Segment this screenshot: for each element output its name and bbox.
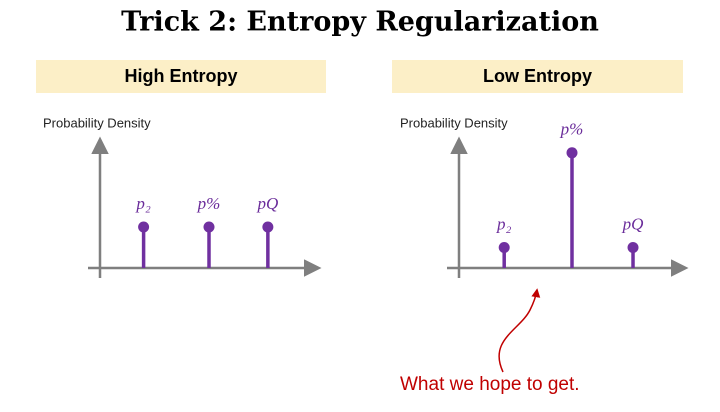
chart-title: Low Entropy <box>483 66 592 86</box>
stem-head <box>566 147 578 159</box>
stem-head <box>627 242 639 254</box>
y-axis-label: Probability Density <box>43 115 151 130</box>
category-label: pQ <box>256 194 278 213</box>
subtitle-box <box>392 60 683 93</box>
y-axis-label: Probability Density <box>400 115 508 130</box>
stem-head <box>138 221 150 233</box>
category-label: p₂ <box>135 194 151 213</box>
category-label: pQ <box>622 214 644 233</box>
category-label: p₂ <box>496 214 512 233</box>
stem-head <box>203 221 215 233</box>
slide-title: Trick 2: Entropy Regularization <box>121 7 599 38</box>
category-label: p% <box>560 120 584 139</box>
subtitle-box <box>36 60 326 93</box>
stem-head <box>498 242 510 254</box>
annotation: What we hope to get. <box>400 374 580 395</box>
stem-head <box>262 221 274 233</box>
chart-title: High Entropy <box>125 66 238 86</box>
annotation-arrow <box>498 288 541 373</box>
category-label: p% <box>197 194 221 213</box>
